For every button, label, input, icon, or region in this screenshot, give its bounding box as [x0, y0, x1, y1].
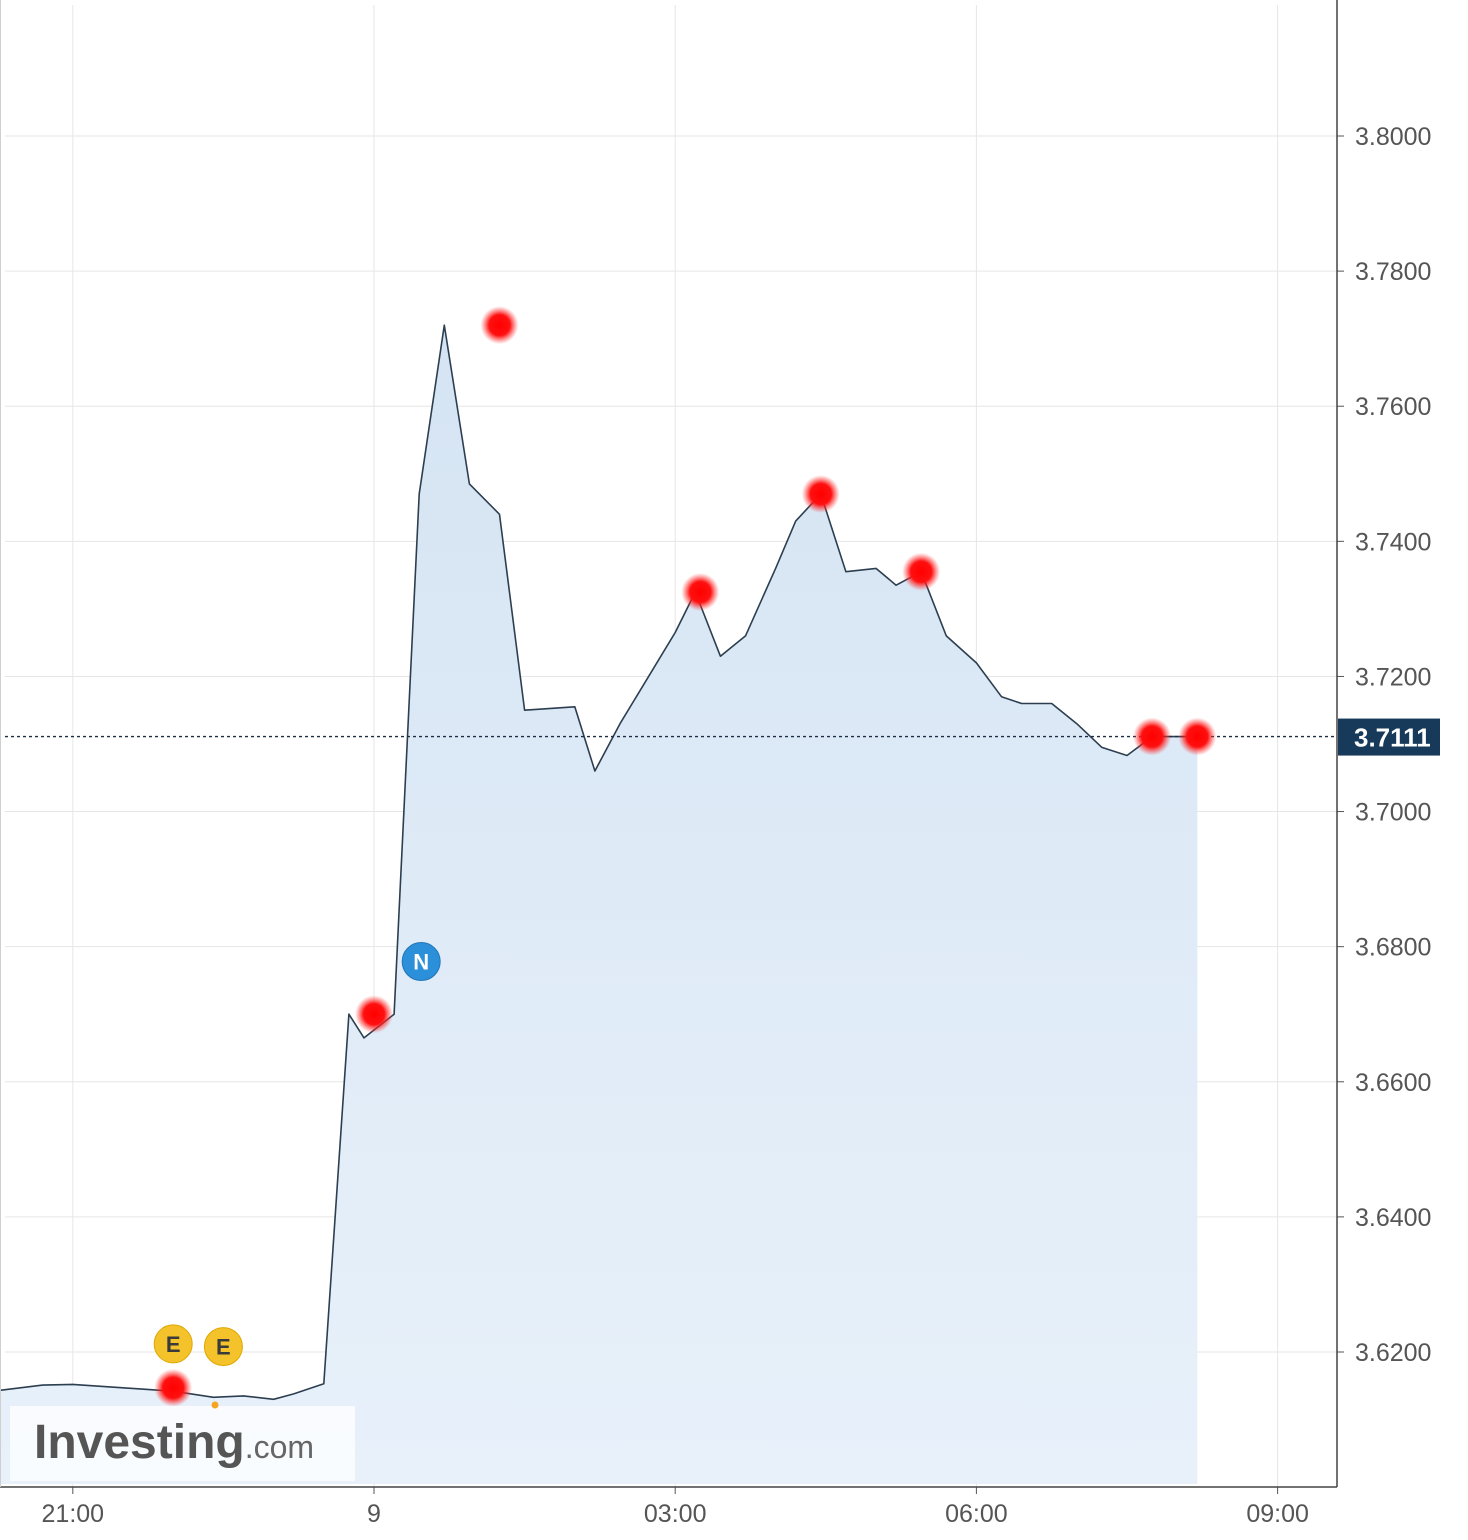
economic-event-letter: E [166, 1332, 181, 1357]
economic-event-badge [153, 1324, 193, 1364]
x-tick-label: 9 [367, 1500, 381, 1528]
logo-text: Investing.com [34, 1416, 314, 1469]
event-marker [801, 475, 840, 514]
y-tick-label: 3.6400 [1355, 1204, 1431, 1232]
event-marker [681, 573, 720, 611]
news-event-badge [401, 942, 441, 982]
logo-backdrop [10, 1406, 355, 1481]
event-marker [355, 995, 393, 1034]
y-tick-label: 3.6600 [1355, 1069, 1431, 1097]
series-line [0, 324, 1198, 1401]
y-tick-label: 3.7200 [1355, 663, 1431, 691]
current-price-label-bg [1338, 718, 1440, 756]
markers: 3.7111 E E N [5, 306, 1440, 1407]
x-tick-label: 21:00 [42, 1500, 105, 1528]
event-marker [1178, 717, 1217, 756]
y-tick-label: 3.7000 [1355, 799, 1431, 827]
logo-dot [211, 1401, 219, 1409]
x-tick-label: 06:00 [945, 1500, 1008, 1528]
y-tick-label: 3.8000 [1355, 123, 1431, 151]
news-event-letter: N [413, 950, 429, 975]
x-tick-label: 03:00 [644, 1500, 707, 1528]
y-tick-label: 3.6800 [1355, 934, 1431, 962]
y-tick-label: 3.7800 [1355, 258, 1431, 286]
event-marker [902, 552, 941, 591]
current-price-label: 3.7111 [1354, 723, 1431, 753]
event-marker [480, 306, 519, 345]
y-tick-label: 3.6200 [1355, 1339, 1431, 1367]
event-marker [154, 1368, 193, 1407]
economic-event-letter: E [216, 1335, 231, 1360]
investing-logo: Investing.com [10, 1401, 355, 1481]
y-tick-label: 3.7600 [1355, 393, 1431, 421]
y-tick-label: 3.7400 [1355, 528, 1431, 556]
axes: 3.8000 3.7800 3.7600 3.7400 3.7200 3.7000 3.68… [0, 0, 1431, 1528]
price-area [0, 324, 1198, 1484]
logo-main: Investing [34, 1416, 245, 1469]
event-marker [1133, 717, 1172, 756]
economic-event-badge [203, 1327, 243, 1367]
logo-suffix: .com [245, 1429, 314, 1465]
x-tick-label: 09:00 [1246, 1500, 1309, 1528]
series-area-fill [0, 325, 1198, 1484]
